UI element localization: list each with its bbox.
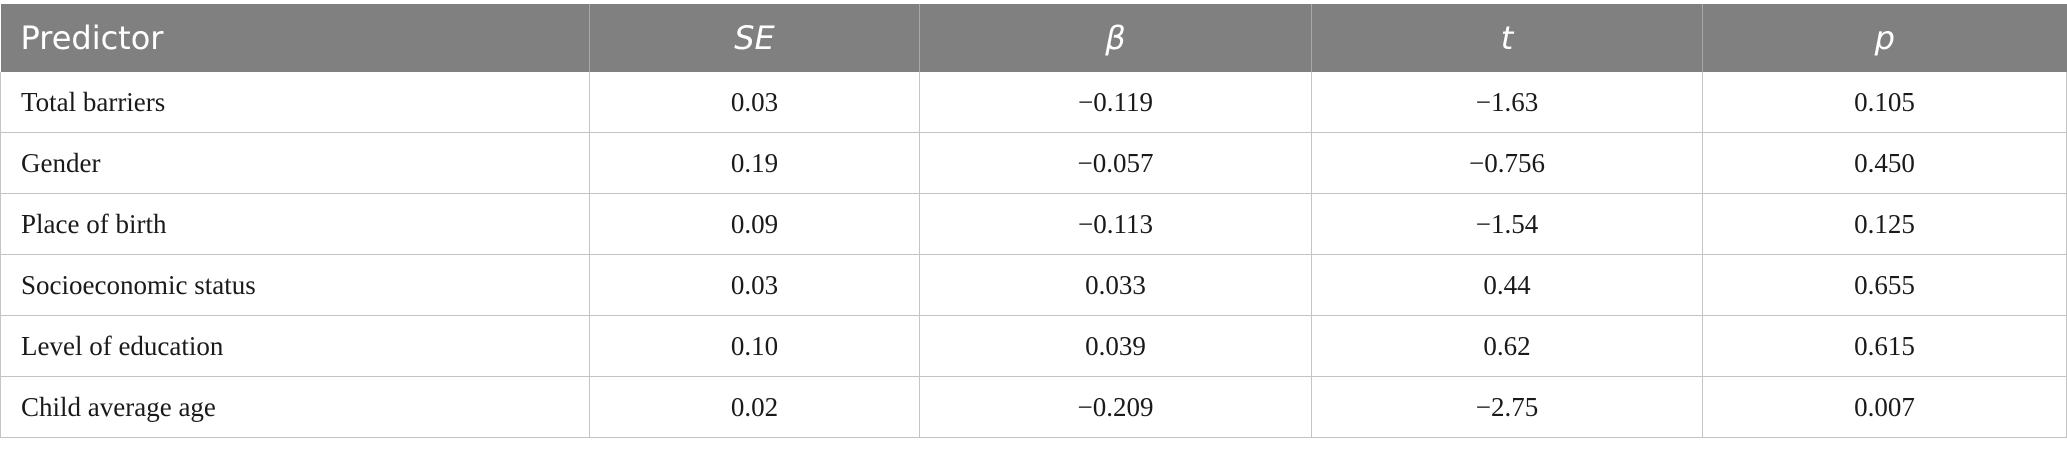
header-se: SE [589, 4, 920, 72]
cell-t: 0.62 [1311, 315, 1703, 377]
cell-p: 0.007 [1702, 376, 2067, 438]
table-header-row: Predictor SE β t p [0, 4, 2067, 72]
cell-beta: −0.057 [919, 132, 1312, 194]
cell-beta: −0.209 [919, 376, 1312, 438]
cell-beta: −0.119 [919, 72, 1312, 133]
cell-predictor: Gender [0, 132, 590, 194]
cell-beta: 0.033 [919, 254, 1312, 316]
cell-p: 0.450 [1702, 132, 2067, 194]
table-row: Place of birth 0.09 −0.113 −1.54 0.125 [0, 193, 2067, 255]
cell-p: 0.125 [1702, 193, 2067, 255]
table-row: Socioeconomic status 0.03 0.033 0.44 0.6… [0, 254, 2067, 316]
cell-predictor: Total barriers [0, 72, 590, 133]
cell-se: 0.10 [589, 315, 920, 377]
table-row: Level of education 0.10 0.039 0.62 0.615 [0, 315, 2067, 377]
cell-beta: −0.113 [919, 193, 1312, 255]
cell-t: −2.75 [1311, 376, 1703, 438]
cell-predictor: Socioeconomic status [0, 254, 590, 316]
cell-se: 0.02 [589, 376, 920, 438]
cell-se: 0.03 [589, 72, 920, 133]
cell-t: −1.54 [1311, 193, 1703, 255]
cell-se: 0.09 [589, 193, 920, 255]
table-row: Child average age 0.02 −0.209 −2.75 0.00… [0, 376, 2067, 438]
table-row: Total barriers 0.03 −0.119 −1.63 0.105 [0, 72, 2067, 133]
header-beta: β [919, 4, 1312, 72]
cell-se: 0.19 [589, 132, 920, 194]
cell-predictor: Place of birth [0, 193, 590, 255]
cell-t: −1.63 [1311, 72, 1703, 133]
cell-p: 0.615 [1702, 315, 2067, 377]
header-predictor: Predictor [0, 4, 590, 72]
header-t: t [1311, 4, 1703, 72]
regression-table-container: Predictor SE β t p Total barriers 0.03 −… [0, 4, 2067, 438]
cell-beta: 0.039 [919, 315, 1312, 377]
table-row: Gender 0.19 −0.057 −0.756 0.450 [0, 132, 2067, 194]
cell-predictor: Level of education [0, 315, 590, 377]
cell-p: 0.655 [1702, 254, 2067, 316]
regression-table: Predictor SE β t p Total barriers 0.03 −… [0, 4, 2067, 438]
cell-predictor: Child average age [0, 376, 590, 438]
cell-se: 0.03 [589, 254, 920, 316]
cell-p: 0.105 [1702, 72, 2067, 133]
cell-t: −0.756 [1311, 132, 1703, 194]
cell-t: 0.44 [1311, 254, 1703, 316]
header-p: p [1702, 4, 2067, 72]
